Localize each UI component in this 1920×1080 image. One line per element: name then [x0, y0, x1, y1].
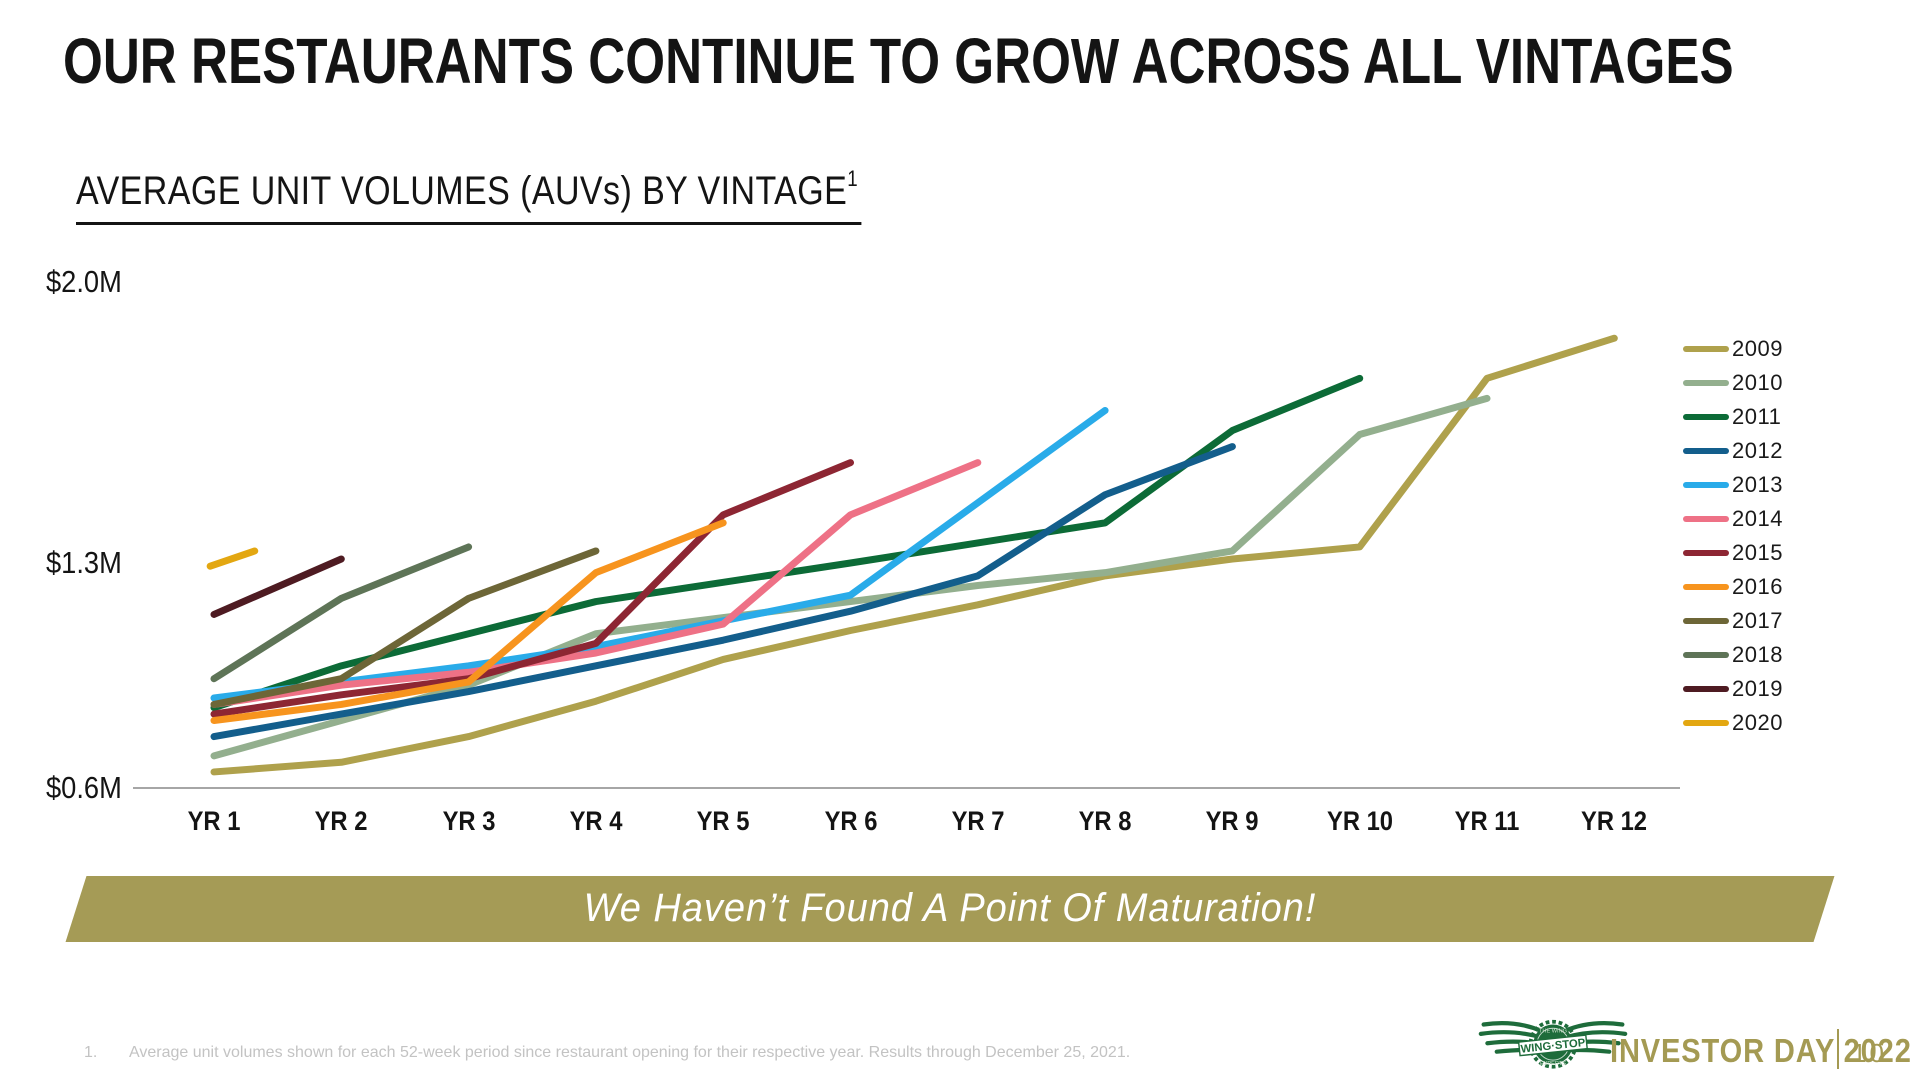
x-tick-YR-5: YR 5 — [696, 806, 750, 836]
legend-item-2014: 2014 — [1683, 502, 1783, 536]
legend-swatch-icon — [1683, 720, 1729, 726]
legend-swatch-icon — [1683, 448, 1729, 454]
series-line-2019 — [210, 555, 345, 618]
legend-item-2009: 2009 — [1683, 332, 1783, 366]
legend-label: 2015 — [1732, 540, 1783, 565]
legend-item-2020: 2020 — [1683, 706, 1783, 740]
chart-title-text: AVERAGE UNIT VOLUMES (AUVs) BY VINTAGE — [76, 169, 848, 213]
x-tick-YR-11: YR 11 — [1454, 806, 1520, 836]
legend-label: 2010 — [1732, 370, 1783, 395]
legend-label: 2020 — [1732, 710, 1783, 735]
x-tick-YR-3: YR 3 — [442, 806, 496, 836]
legend-label: 2012 — [1732, 438, 1783, 463]
x-tick-YR-10: YR 10 — [1326, 806, 1393, 836]
investor-day-label: INVESTOR DAY 2022 — [1610, 1032, 1912, 1069]
footnote: 1. Average unit volumes shown for each 5… — [84, 1044, 1130, 1062]
series-line-2020 — [206, 547, 259, 570]
legend-swatch-icon — [1683, 482, 1729, 488]
wingstop-logo-icon: THE WING EXPERTS WING·STOP — [1478, 1019, 1628, 1069]
legend-item-2016: 2016 — [1683, 570, 1783, 604]
legend-label: 2019 — [1732, 676, 1783, 701]
banner-text: We Haven’t Found A Point Of Maturation! — [583, 886, 1317, 930]
legend-swatch-icon — [1683, 414, 1729, 420]
x-tick-YR-8: YR 8 — [1078, 806, 1132, 836]
legend-item-2013: 2013 — [1683, 468, 1783, 502]
series-line-2009 — [210, 334, 1618, 776]
y-tick-$1.3M: $1.3M — [46, 545, 122, 580]
y-tick-$2.0M: $2.0M — [46, 264, 122, 299]
series-line-2012 — [210, 443, 1236, 741]
series-line-2016 — [210, 519, 727, 724]
series-line-2017 — [210, 547, 600, 708]
wingstop-logo: THE WING EXPERTS WING·STOP — [1478, 1014, 1628, 1080]
x-tick-YR-2: YR 2 — [314, 806, 368, 836]
y-tick-$0.6M: $0.6M — [46, 770, 122, 805]
footer-divider — [1837, 1029, 1839, 1069]
x-tick-YR-4: YR 4 — [569, 806, 623, 836]
x-tick-YR-12: YR 12 — [1581, 806, 1648, 836]
legend-label: 2017 — [1732, 608, 1783, 633]
series-line-2015 — [210, 459, 854, 718]
x-tick-YR-6: YR 6 — [824, 806, 877, 836]
legend-item-2011: 2011 — [1683, 400, 1783, 434]
legend-item-2015: 2015 — [1683, 536, 1783, 570]
legend-item-2012: 2012 — [1683, 434, 1783, 468]
legend-item-2019: 2019 — [1683, 672, 1783, 706]
legend-label: 2018 — [1732, 642, 1783, 667]
legend-swatch-icon — [1683, 346, 1729, 352]
chart-legend: 2009 2010 2011 2012 2013 2014 2015 2016 2017 2018… — [1683, 332, 1783, 740]
legend-swatch-icon — [1683, 550, 1729, 556]
series-line-2013 — [210, 406, 1109, 702]
legend-label: 2013 — [1732, 472, 1783, 497]
legend-swatch-icon — [1683, 380, 1729, 386]
footnote-text: Average unit volumes shown for each 52-w… — [129, 1044, 1131, 1061]
legend-swatch-icon — [1683, 652, 1729, 658]
legend-label: 2009 — [1732, 336, 1783, 361]
x-tick-YR-9: YR 9 — [1205, 806, 1259, 836]
logo-bottom-text: EXPERTS — [1540, 1061, 1566, 1067]
footnote-number: 1. — [84, 1044, 98, 1061]
legend-swatch-icon — [1683, 584, 1729, 590]
page-number: 10 — [1852, 1038, 1887, 1068]
chart-title: AVERAGE UNIT VOLUMES (AUVs) BY VINTAGE1 — [76, 166, 862, 225]
legend-item-2018: 2018 — [1683, 638, 1783, 672]
series-line-2018 — [210, 543, 473, 683]
legend-swatch-icon — [1683, 618, 1729, 624]
logo-top-text: THE WING — [1539, 1028, 1567, 1034]
legend-item-2010: 2010 — [1683, 366, 1783, 400]
legend-swatch-icon — [1683, 686, 1729, 692]
slide-title: OUR RESTAURANTS CONTINUE TO GROW ACROSS … — [63, 25, 1734, 97]
maturation-banner: We Haven’t Found A Point Of Maturation! — [65, 876, 1835, 942]
x-tick-YR-7: YR 7 — [951, 806, 1005, 836]
footnote-marker: 1 — [847, 166, 859, 191]
legend-swatch-icon — [1683, 516, 1729, 522]
series-line-2011 — [210, 374, 1364, 712]
legend-item-2017: 2017 — [1683, 604, 1783, 638]
series-line-2014 — [210, 459, 982, 708]
legend-label: 2014 — [1732, 506, 1783, 531]
legend-label: 2016 — [1732, 574, 1783, 599]
legend-label: 2011 — [1732, 404, 1782, 429]
x-tick-YR-1: YR 1 — [187, 806, 241, 836]
